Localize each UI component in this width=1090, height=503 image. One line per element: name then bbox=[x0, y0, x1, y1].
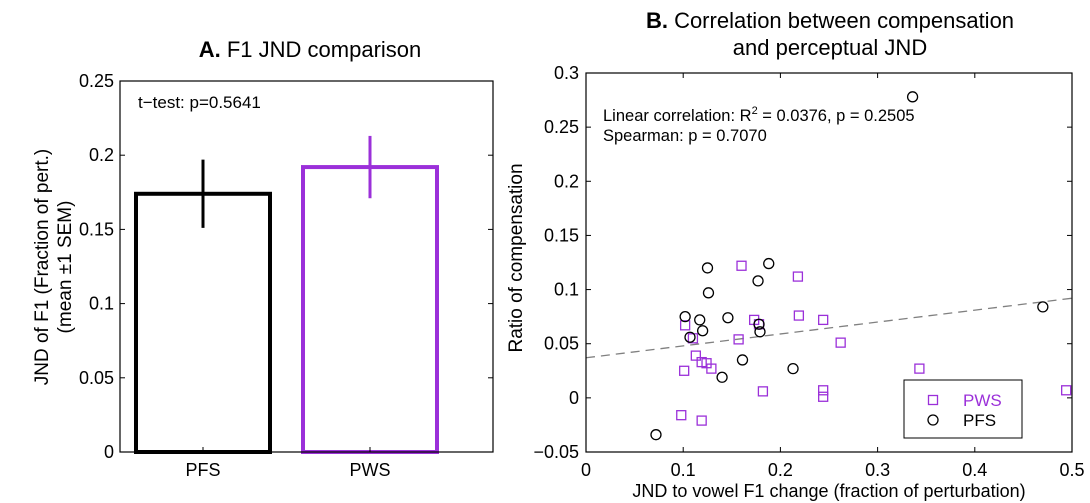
point-pfs bbox=[752, 275, 764, 287]
panel-a-letter: A. bbox=[199, 37, 221, 62]
panel-a-y-axis-label-2: (mean ±1 SEM) bbox=[55, 201, 76, 334]
point-pws bbox=[793, 310, 805, 321]
point-pfs bbox=[694, 314, 706, 326]
point-pws bbox=[818, 385, 829, 396]
point-pfs bbox=[716, 371, 728, 383]
point-pfs bbox=[736, 354, 749, 366]
panel-b-x-tick-label: 0.3 bbox=[865, 460, 890, 480]
point-pfs bbox=[701, 262, 714, 274]
panel-b-y-tick-label: 0.15 bbox=[544, 225, 579, 245]
panel-b-fit-line-group bbox=[585, 297, 1073, 359]
point-pfs bbox=[696, 325, 709, 337]
panel-b-x-tick-label: 0.2 bbox=[768, 460, 793, 480]
point-pfs bbox=[753, 318, 765, 330]
panel-b-y-axis-label: Ratio of compensation bbox=[506, 163, 527, 352]
panel-a-y-tick-label: 0.05 bbox=[79, 368, 114, 388]
panel-b-y-tick-label: 0 bbox=[569, 388, 579, 408]
legend-marker-pws bbox=[927, 394, 939, 406]
point-pws bbox=[696, 415, 707, 426]
point-pws bbox=[706, 363, 717, 374]
panel-a-bar-chart: A. F1 JND comparison t−test: p=0.5641 JN… bbox=[32, 37, 494, 480]
point-pws bbox=[679, 365, 690, 376]
panel-a-title-text: F1 JND comparison bbox=[227, 37, 421, 62]
point-pws bbox=[736, 260, 747, 271]
panel-b-title-text-1: Correlation between compensation bbox=[674, 8, 1014, 33]
bar-pfs bbox=[134, 191, 272, 454]
panel-a-x-ticks: PFS PWS bbox=[185, 447, 391, 480]
panel-a-y-tick-label: 0.15 bbox=[79, 219, 114, 239]
panel-b-points bbox=[650, 91, 1072, 441]
bar-pws bbox=[301, 165, 439, 455]
panel-b-title-1: B. Correlation between compensation bbox=[646, 8, 1014, 33]
panel-a-y-tick-label: 0.2 bbox=[89, 145, 114, 165]
panel-a-y-tick-label: 0.1 bbox=[89, 294, 114, 314]
point-pws bbox=[676, 410, 687, 421]
panel-b-annotation-2: Spearman: p = 0.7070 bbox=[603, 127, 767, 145]
point-pfs bbox=[787, 362, 799, 375]
legend-marker-pfs bbox=[927, 414, 939, 426]
panel-b-y-tick-label: 0.05 bbox=[544, 334, 579, 354]
panel-a-frame bbox=[119, 80, 494, 453]
point-pfs bbox=[754, 326, 766, 338]
panel-a-bars bbox=[134, 135, 439, 455]
point-pfs bbox=[906, 91, 919, 103]
panel-b-y-tick-label: 0.2 bbox=[554, 171, 579, 191]
panel-b-letter: B. bbox=[646, 8, 668, 33]
panel-a-title: A. F1 JND comparison bbox=[199, 37, 422, 62]
point-pws bbox=[733, 334, 744, 345]
point-pfs bbox=[722, 312, 734, 324]
panel-a-y-axis-label-1: JND of F1 (Fraction of pert.) bbox=[32, 149, 53, 386]
panel-b-x-tick-label: 0.4 bbox=[962, 460, 987, 480]
point-pws bbox=[818, 314, 829, 326]
point-pws bbox=[690, 350, 701, 361]
legend-box bbox=[903, 379, 1023, 439]
legend-label-pfs: PFS bbox=[963, 411, 996, 430]
panel-b-frame bbox=[585, 72, 1073, 453]
category-label-pfs: PFS bbox=[185, 460, 220, 480]
panel-b-title-2: and perceptual JND bbox=[733, 35, 927, 60]
panel-b-x-tick-label: 0.1 bbox=[671, 460, 696, 480]
panel-b-y-tick-label: 0.3 bbox=[554, 63, 579, 83]
panel-b-x-tick-label: 0 bbox=[581, 460, 591, 480]
panel-b-y-tick-label: 0.1 bbox=[554, 280, 579, 300]
point-pws bbox=[757, 386, 769, 397]
panel-b-x-tick-label: 0.5 bbox=[1059, 460, 1084, 480]
point-pfs bbox=[1037, 301, 1049, 313]
legend-label-pws: PWS bbox=[963, 391, 1002, 410]
point-pws bbox=[818, 391, 829, 402]
point-pfs bbox=[684, 331, 696, 343]
panel-a-y-ticks: 0 0.05 0.1 0.15 0.2 0.25 bbox=[79, 71, 493, 462]
point-pws bbox=[835, 337, 846, 348]
point-pfs bbox=[763, 257, 775, 270]
panel-b-x-axis-label: JND to vowel F1 change (fraction of pert… bbox=[632, 481, 1025, 501]
point-pfs bbox=[702, 287, 715, 299]
panel-b-ticks: 0 0.1 0.2 0.3 0.4 0.5−0.0500.050.10.150.20.25… bbox=[533, 63, 1084, 480]
point-pws bbox=[1061, 385, 1072, 396]
annotation-prefix: Linear correlation: R bbox=[603, 107, 752, 125]
point-pfs bbox=[650, 429, 662, 441]
panel-a-y-tick-label: 0 bbox=[104, 442, 114, 462]
panel-b-annotation-1: Linear correlation: R2 = 0.0376, p = 0.2… bbox=[603, 105, 915, 125]
point-pws bbox=[679, 320, 691, 331]
point-pfs bbox=[679, 310, 691, 323]
annotation-suffix: = 0.0376, p = 0.2505 bbox=[758, 107, 915, 125]
panel-b-y-tick-label: 0.25 bbox=[544, 117, 579, 137]
point-pws bbox=[792, 271, 804, 282]
panel-a-y-tick-label: 0.25 bbox=[79, 71, 114, 91]
fit-line bbox=[585, 297, 1073, 359]
category-label-pws: PWS bbox=[349, 460, 390, 480]
panel-b-scatter-plot: B. Correlation between compensation and … bbox=[506, 8, 1085, 501]
panel-a-annotation: t−test: p=0.5641 bbox=[138, 93, 261, 112]
point-pws bbox=[914, 363, 925, 374]
annotation-superscript: 2 bbox=[752, 105, 758, 117]
panel-b-y-tick-label: −0.05 bbox=[533, 442, 579, 462]
